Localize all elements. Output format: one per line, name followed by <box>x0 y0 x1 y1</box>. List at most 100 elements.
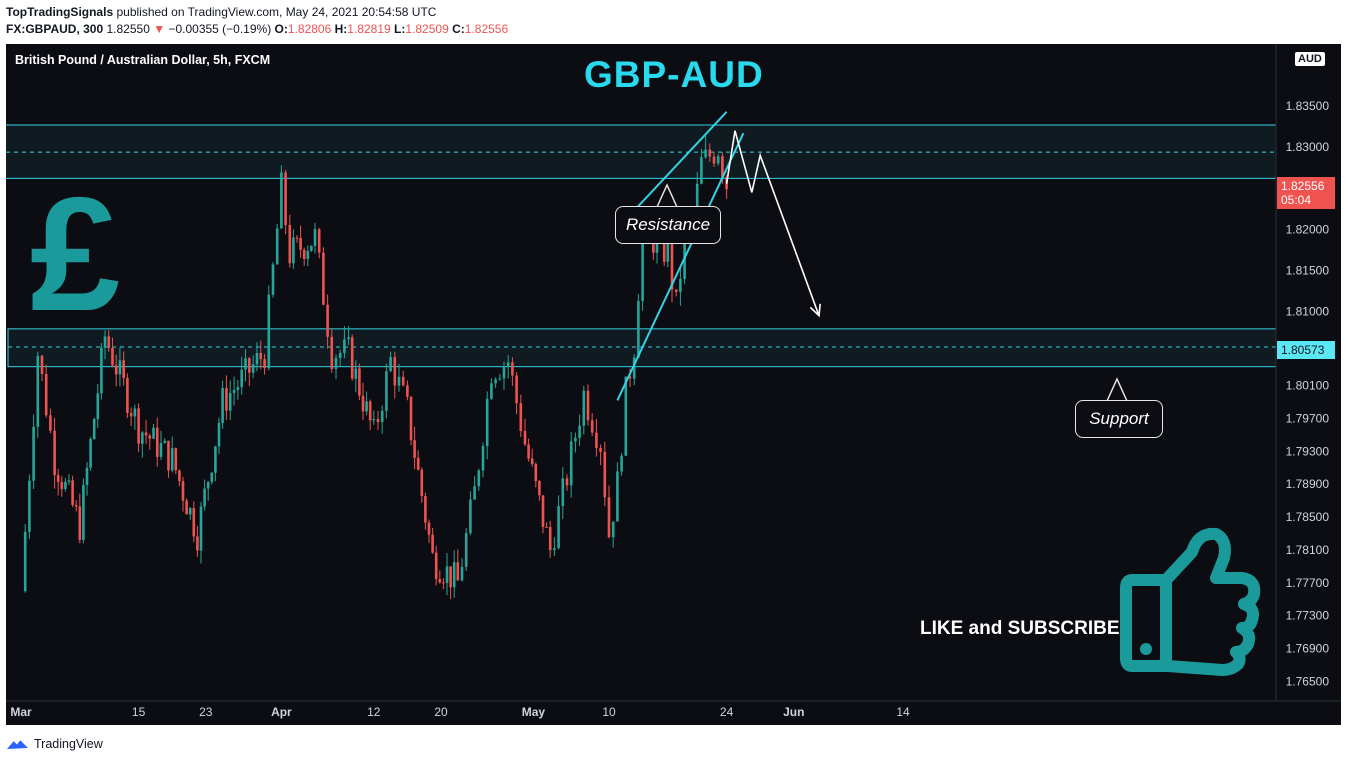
candle-down <box>511 357 514 386</box>
candle-up <box>553 537 556 557</box>
candle-body <box>221 388 224 423</box>
y-tick-label: 1.78500 <box>1286 510 1330 524</box>
candle-body <box>152 427 155 439</box>
candle-body <box>553 548 556 551</box>
candle-up <box>96 383 100 429</box>
candle-down <box>519 394 523 438</box>
candle-up <box>611 521 615 548</box>
candle-up <box>624 376 628 456</box>
candle-down <box>607 485 611 539</box>
candle-body <box>338 352 342 359</box>
candle-up <box>89 437 92 471</box>
candle-up <box>578 414 581 446</box>
candle-up <box>232 376 236 406</box>
candle-down <box>49 408 52 434</box>
candle-up <box>620 453 623 476</box>
candle-down <box>225 375 228 420</box>
candle-body <box>603 451 607 498</box>
candle-body <box>595 432 598 448</box>
candle-body <box>225 388 228 411</box>
candle-body <box>527 444 530 459</box>
y-tick-label: 1.76900 <box>1286 642 1330 656</box>
candle-body <box>100 347 103 394</box>
candle-up <box>100 343 103 400</box>
candle-up <box>716 153 720 166</box>
support-label: Support <box>1075 400 1163 438</box>
y-tick-label: 1.79700 <box>1286 411 1330 425</box>
candle-down <box>44 364 48 418</box>
candle-body <box>299 237 302 250</box>
candle-up <box>334 354 338 380</box>
candle-down <box>424 492 427 530</box>
candle-up <box>64 477 67 492</box>
currency-badge[interactable]: AUD <box>1295 52 1325 66</box>
x-tick-label: May <box>522 705 546 719</box>
candle-down <box>259 340 263 370</box>
tradingview-logo-icon[interactable] <box>6 737 30 751</box>
candle-body <box>122 360 125 378</box>
x-tick-label: Apr <box>271 705 292 719</box>
candle-body <box>541 495 545 527</box>
candle-up <box>244 349 247 382</box>
candle-body <box>67 480 71 482</box>
candle-body <box>456 562 460 581</box>
candle-up <box>365 391 368 416</box>
candle-body <box>704 149 707 158</box>
candle-down <box>56 468 60 496</box>
candle-down <box>192 501 196 543</box>
x-tick-label: 24 <box>720 705 734 719</box>
candle-body <box>295 237 299 239</box>
candle-up <box>240 356 243 395</box>
candle-up <box>679 267 682 306</box>
candle-body <box>36 355 40 427</box>
candle-up <box>485 391 489 460</box>
chart-svg[interactable]: 1.83500 1.83000 1.82000 1.81500 1.81000 1.801… <box>6 44 1341 725</box>
candle-body <box>442 582 445 584</box>
candle-body <box>275 228 279 265</box>
chart-title: GBP-AUD <box>584 54 764 95</box>
candle-body <box>548 526 552 551</box>
symbol-label[interactable]: FX:GBPAUD, 300 <box>6 22 104 36</box>
chart-area[interactable]: 1.83500 1.83000 1.82000 1.81500 1.81000 1.801… <box>6 44 1341 725</box>
high-value: 1.82819 <box>347 22 391 36</box>
candle-down <box>427 519 431 543</box>
candle-up <box>310 245 313 252</box>
candle-down <box>595 418 598 457</box>
candle-down <box>295 235 299 243</box>
candle-down <box>376 411 380 431</box>
candle-body <box>666 243 670 262</box>
candle-body <box>64 481 67 490</box>
candle-up <box>354 360 358 393</box>
candle-body <box>393 357 397 386</box>
publisher-name[interactable]: TopTradingSignals <box>6 5 114 19</box>
candle-up <box>236 380 240 400</box>
projection-path <box>725 130 820 316</box>
candle-body <box>538 481 541 496</box>
candle-body <box>485 398 489 447</box>
candle-body <box>662 230 666 262</box>
candle-down <box>534 462 538 488</box>
candle-down <box>137 403 140 452</box>
candle-body <box>519 403 523 432</box>
thumb-cuff-dot <box>1140 643 1152 655</box>
candle-body <box>267 294 271 369</box>
candle-up <box>452 550 456 598</box>
candle-body <box>431 534 434 553</box>
candle-body <box>188 508 192 515</box>
candle-down <box>71 475 74 508</box>
candle-body <box>358 368 361 396</box>
candle-body <box>23 531 27 592</box>
candle-up <box>313 222 317 254</box>
candle-body <box>506 362 510 366</box>
candle-up <box>267 285 271 371</box>
candle-down <box>178 469 181 487</box>
close-label: C: <box>452 22 465 36</box>
channel-upper-line <box>625 111 728 221</box>
candle-up <box>210 471 214 485</box>
footer-brand[interactable]: TradingView <box>34 737 103 751</box>
candle-body <box>292 237 295 264</box>
candle-body <box>401 376 405 386</box>
candle-down <box>674 289 678 297</box>
candle-up <box>477 468 481 491</box>
y-tick-label: 1.81500 <box>1286 264 1330 278</box>
